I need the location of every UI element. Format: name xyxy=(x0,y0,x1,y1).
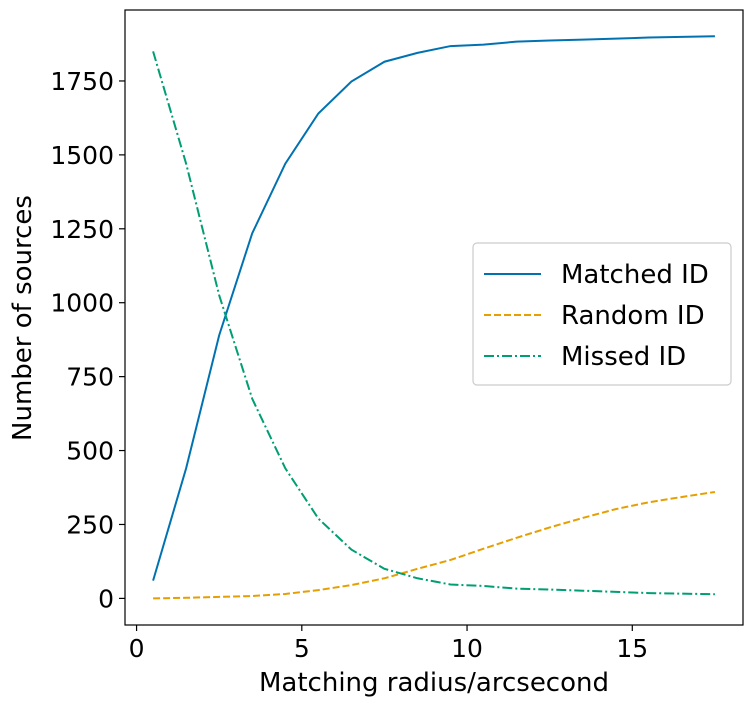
series-line-missed-id xyxy=(152,51,715,596)
x-tick-label: 15 xyxy=(616,634,648,663)
x-tick-label: 5 xyxy=(294,634,310,663)
x-axis-ticks: 0 5 10 15 xyxy=(129,625,648,663)
y-tick-label: 750 xyxy=(66,363,114,392)
y-tick-label: 1000 xyxy=(50,289,114,318)
y-axis-title: Number of sources xyxy=(8,195,38,441)
x-tick-label: 10 xyxy=(451,634,483,663)
y-tick-label: 1250 xyxy=(50,215,114,244)
y-tick-label: 1500 xyxy=(50,141,114,170)
y-tick-label: 0 xyxy=(98,584,114,613)
legend-label-matched-id: Matched ID xyxy=(561,260,709,290)
legend-label-missed-id: Missed ID xyxy=(561,342,686,372)
y-axis-ticks: 0 250 500 750 1000 1250 1500 1750 xyxy=(50,67,125,613)
series-line-matched-id xyxy=(152,35,715,581)
legend-box xyxy=(472,242,732,386)
y-tick-label: 250 xyxy=(66,510,114,539)
legend-label-random-id: Random ID xyxy=(561,301,705,331)
series-layer xyxy=(152,35,716,600)
x-axis-title: Matching radius/arcsecond xyxy=(259,668,609,698)
legend: Matched ID Random ID Missed ID xyxy=(472,242,732,386)
y-tick-label: 500 xyxy=(66,437,114,466)
x-tick-label: 0 xyxy=(129,634,145,663)
y-tick-label: 1750 xyxy=(50,67,114,96)
series-line-random-id xyxy=(153,490,716,600)
